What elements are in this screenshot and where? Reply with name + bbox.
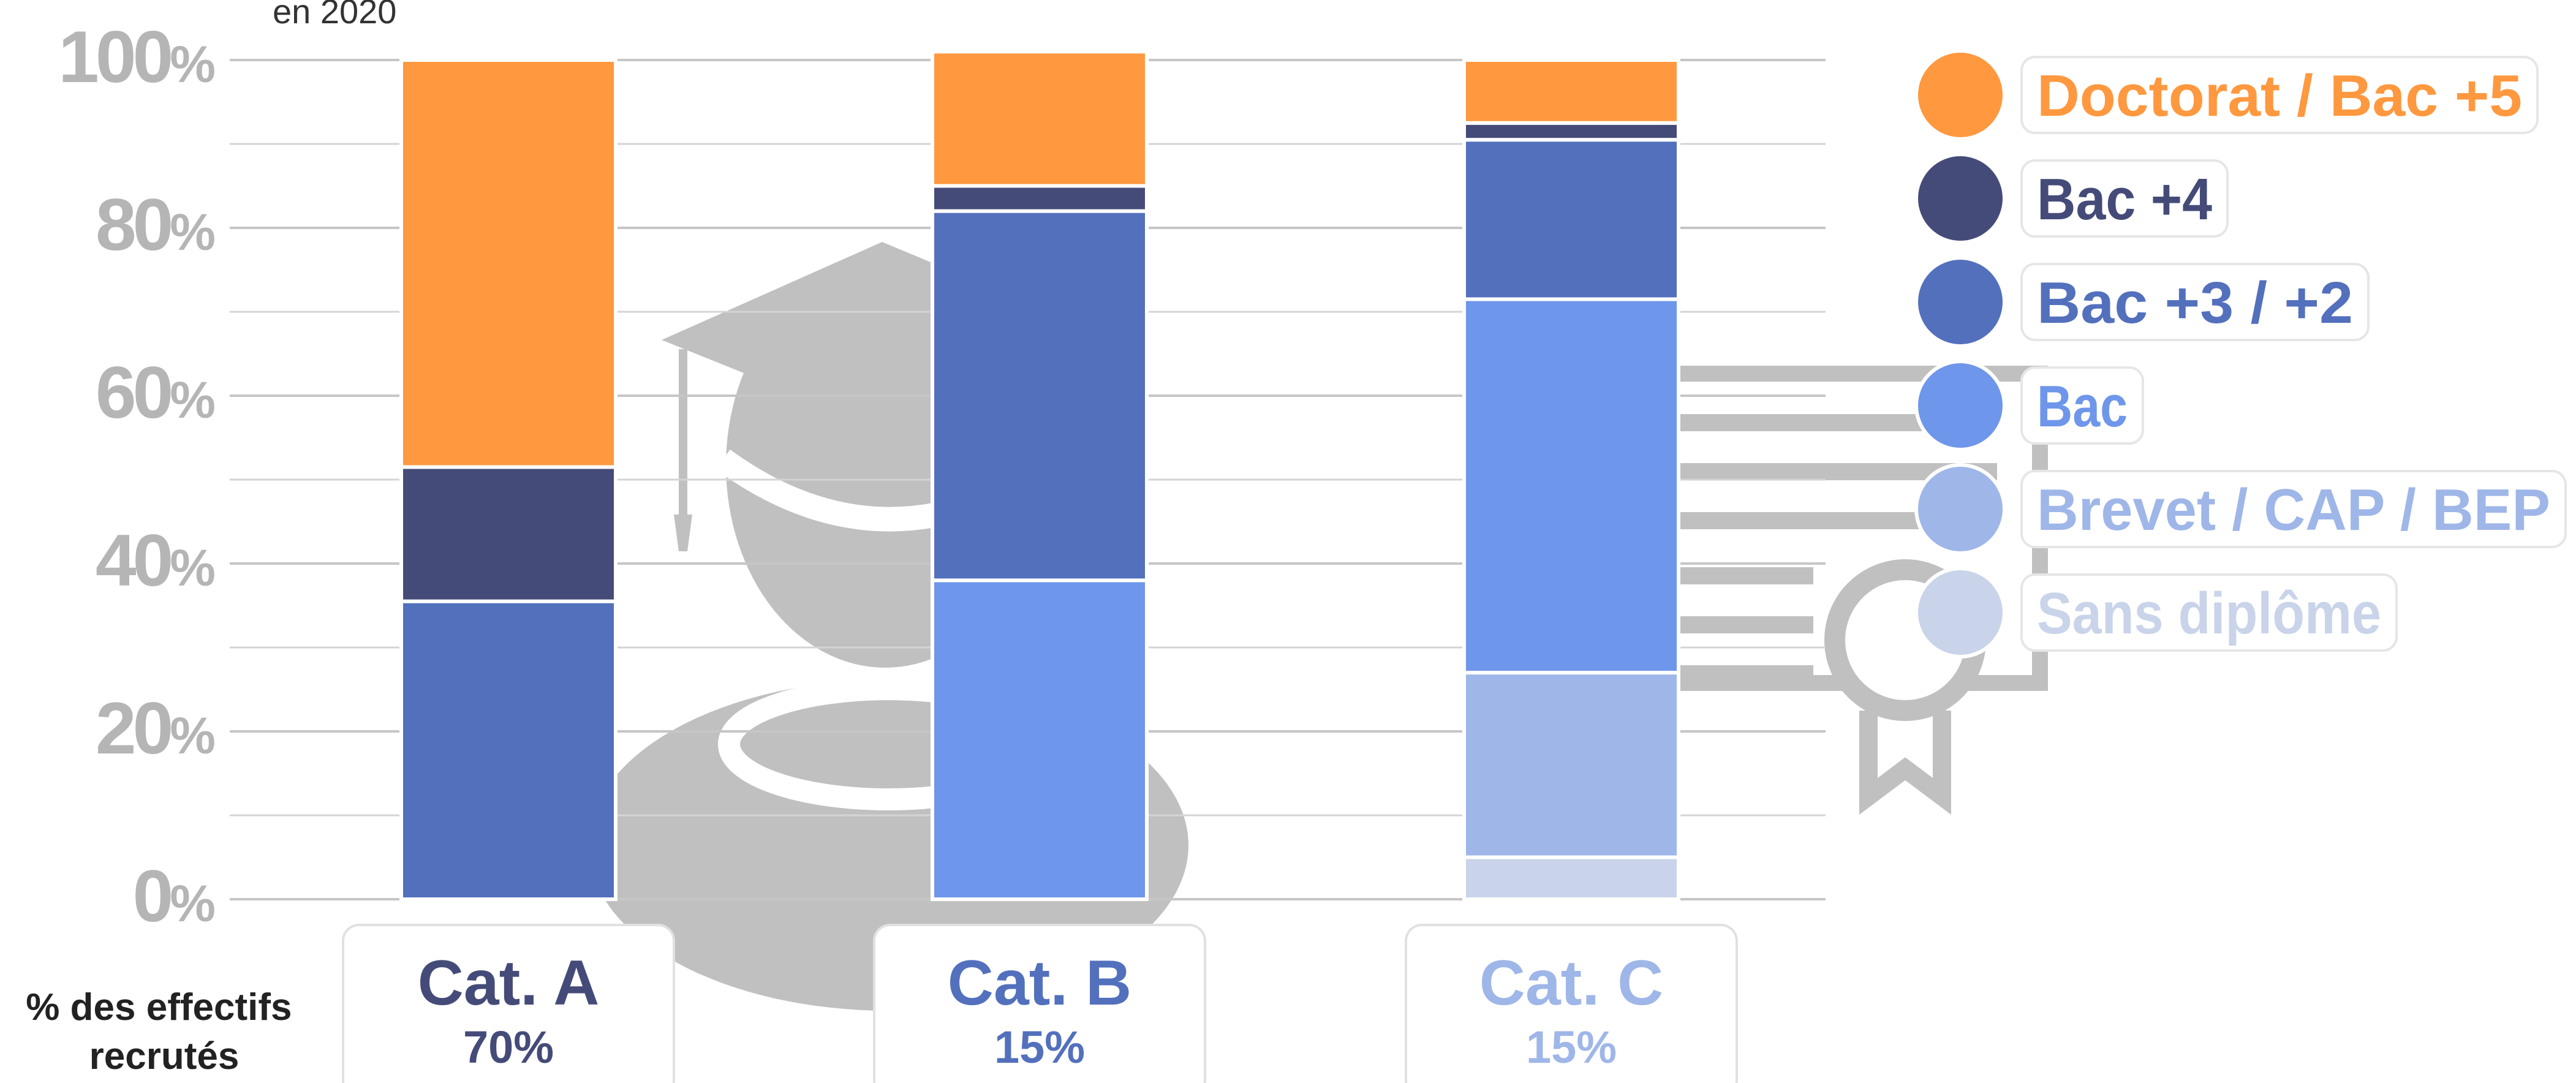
category-box-cat-b: Cat. B15%: [873, 924, 1206, 1083]
legend-label: Bac +4: [2037, 167, 2212, 232]
category-share: 15%: [1526, 1022, 1617, 1073]
y-tick-label: 40%: [96, 519, 216, 602]
legend-label-background: [2020, 159, 2229, 238]
legend-item-bac-4: Bac +4: [1914, 153, 2229, 244]
category-label: Cat. A: [418, 948, 600, 1019]
bar-segment-cat-c-bac-3-2: [1462, 138, 1680, 301]
legend-item-doctorat-bac-5: Doctorat / Bac +5: [1914, 49, 2539, 141]
bar-segment-cat-c-bac: [1462, 297, 1680, 675]
legend-swatch: [1914, 463, 2006, 555]
legend-label-background: [2020, 573, 2398, 652]
legend-label: Bac +3 / +2: [2037, 270, 2353, 336]
legend-label-background: [2020, 366, 2144, 445]
bar-segment-cat-a-bac-4: [399, 465, 618, 603]
legend-swatch: [1914, 567, 2006, 658]
category-share: 15%: [994, 1022, 1085, 1073]
legend: Doctorat / Bac +5 Bac +4 Bac +3 / +2 Bac Bre…: [1914, 49, 2567, 658]
legend-swatch: [1914, 49, 2006, 141]
bar-segment-cat-b-bac-3-2: [931, 209, 1149, 583]
legend-item-bac: Bac: [1914, 360, 2144, 451]
bar-segment-cat-c-brevet-cap-bep: [1462, 671, 1680, 859]
category-label: Cat. B: [948, 948, 1131, 1019]
legend-label-background: [2020, 263, 2370, 341]
legend-label-background: [2020, 56, 2539, 134]
category-box-cat-a: Cat. A70%: [342, 924, 675, 1083]
row-label-line-1: % des effectifs: [26, 986, 292, 1028]
bar-segment-cat-c-sans-diplome: [1462, 855, 1680, 901]
bars: [399, 50, 1680, 902]
legend-label: Brevet / CAP / BEP: [2037, 477, 2550, 543]
category-box-background: [1405, 924, 1738, 1083]
category-label: Cat. C: [1479, 948, 1663, 1019]
category-share: 70%: [463, 1022, 554, 1073]
bar-segment-cat-a-doctorat-bac-5: [399, 58, 618, 469]
bar-segment-cat-b-doctorat-bac-5: [931, 50, 1149, 188]
y-tick-label: 0%: [133, 855, 216, 937]
y-axis: 0% 20% 40% 60% 80% 100%: [58, 16, 216, 937]
category-box-background: [342, 924, 675, 1083]
legend-swatch: [1914, 256, 2006, 348]
y-tick-label: 100%: [58, 16, 216, 98]
category-labels: Cat. A70%Cat. B15%Cat. C15%: [342, 924, 1738, 1083]
legend-swatch: [1914, 153, 2006, 244]
category-box-background: [873, 924, 1206, 1083]
bar-segment-cat-c-doctorat-bac-5: [1462, 58, 1680, 125]
bar-segment-cat-c-bac-4: [1462, 121, 1680, 142]
legend-item-sans-diplome: Sans diplôme: [1914, 567, 2398, 658]
bar-segment-cat-a-bac-3-2: [399, 599, 618, 902]
legend-label: Bac: [2037, 374, 2128, 439]
legend-swatch: [1914, 360, 2006, 451]
y-tick-label: 60%: [96, 352, 216, 434]
row-label: % des effectifs recrutés: [26, 986, 302, 1077]
legend-item-bac-3-2: Bac +3 / +2: [1914, 256, 2370, 348]
legend-item-brevet-cap-bep: Brevet / CAP / BEP: [1914, 463, 2567, 555]
legend-label: Doctorat / Bac +5: [2037, 63, 2522, 129]
bar-segment-cat-b-bac: [931, 578, 1149, 901]
y-tick-label: 80%: [96, 184, 216, 266]
y-tick-label: 20%: [96, 687, 216, 769]
bar-segment-cat-b-bac-4: [931, 184, 1149, 213]
legend-label-background: [2020, 470, 2567, 548]
chart-subtitle: en 2020: [273, 0, 396, 31]
row-label-line-2: recrutés: [89, 1035, 240, 1077]
legend-label: Sans diplôme: [2037, 581, 2381, 646]
category-box-cat-c: Cat. C15%: [1405, 924, 1738, 1083]
